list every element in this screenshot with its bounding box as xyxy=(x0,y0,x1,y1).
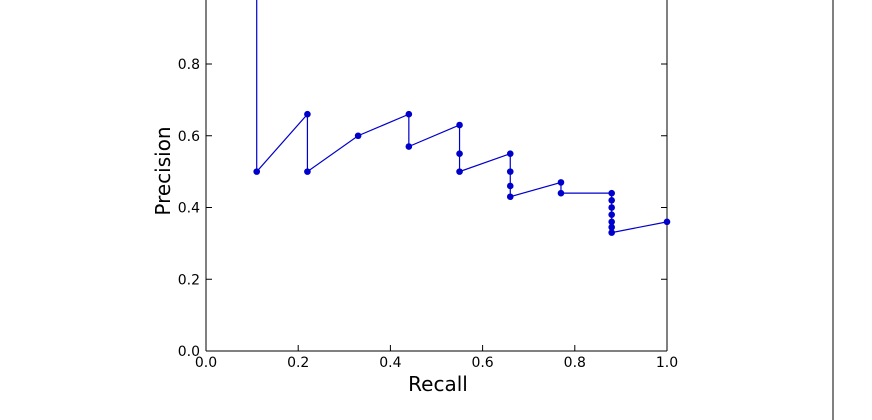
point xyxy=(608,211,615,218)
line xyxy=(256,0,668,234)
point xyxy=(557,179,565,186)
point xyxy=(304,168,311,175)
x-tick-label: 0.0 xyxy=(195,355,217,371)
x-tick-label: 0.4 xyxy=(379,355,401,371)
point xyxy=(557,189,565,197)
point xyxy=(608,204,615,211)
point xyxy=(456,121,463,129)
y-axis-label: Precision xyxy=(151,126,175,215)
point xyxy=(663,218,671,226)
x-tick-label: 1.0 xyxy=(656,355,678,371)
y-tick-label: 0.4 xyxy=(178,201,200,217)
x-tick-label: 0.2 xyxy=(287,355,309,371)
point xyxy=(304,110,311,118)
point xyxy=(506,193,514,201)
point xyxy=(506,168,514,175)
point xyxy=(506,150,514,157)
x-tick-label: 0.6 xyxy=(471,355,493,371)
y-tick-label: 0.0 xyxy=(178,344,200,360)
point xyxy=(405,143,413,150)
point xyxy=(608,229,615,236)
point xyxy=(506,182,514,190)
point xyxy=(608,189,615,197)
y-tick-label: 0.8 xyxy=(178,57,200,73)
point xyxy=(253,168,261,175)
point xyxy=(456,150,463,157)
point xyxy=(405,110,413,118)
y-tick-label: 0.2 xyxy=(178,272,200,288)
x-axis-label: Recall xyxy=(408,372,468,396)
point xyxy=(608,223,615,231)
point xyxy=(456,168,463,175)
y-tick-label: 0.6 xyxy=(178,129,200,145)
point xyxy=(608,218,615,226)
x-tick-label: 0.8 xyxy=(564,355,586,371)
point xyxy=(608,197,615,204)
point xyxy=(354,132,362,140)
